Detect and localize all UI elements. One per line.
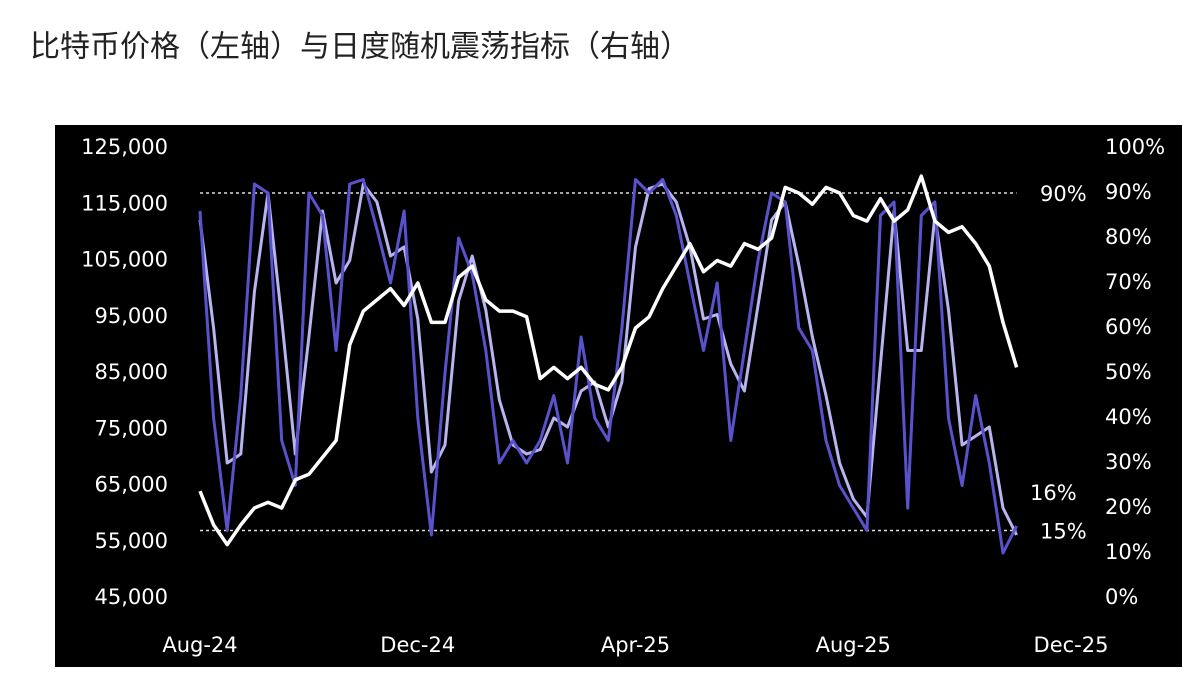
y-tick-label: 65,000 (95, 473, 168, 497)
y2-tick-label: 10% (1105, 540, 1152, 564)
x-tick-label: Aug-25 (816, 633, 891, 657)
x-tick-label: Aug-24 (162, 633, 237, 657)
series-line (198, 178, 1018, 555)
y-tick-label: 85,000 (95, 360, 168, 384)
y2-tick-label: 0% (1105, 585, 1138, 609)
y2-tick-label: 20% (1105, 495, 1152, 519)
y-tick-label: 55,000 (95, 529, 168, 553)
chart-title: 比特币价格（左轴）与日度随机震荡指标（右轴） (30, 30, 690, 65)
y2-tick-label: 70% (1105, 270, 1152, 294)
x-tick-label: Dec-25 (1034, 633, 1109, 657)
y-tick-label: 95,000 (95, 304, 168, 328)
y-tick-label: 125,000 (81, 135, 168, 159)
series-line (198, 182, 1018, 536)
x-tick-label: Apr-25 (601, 633, 670, 657)
reference-label: 90% (1040, 182, 1087, 206)
y2-tick-label: 80% (1105, 225, 1152, 249)
y-tick-label: 115,000 (81, 191, 168, 215)
y2-tick-label: 30% (1105, 450, 1152, 474)
y2-tick-label: 40% (1105, 405, 1152, 429)
annotation: 16% (1030, 481, 1077, 505)
y2-tick-label: 90% (1105, 180, 1152, 204)
y2-tick-label: 50% (1105, 360, 1152, 384)
y2-tick-label: 60% (1105, 315, 1152, 339)
y2-tick-label: 100% (1105, 135, 1165, 159)
y-tick-label: 105,000 (81, 248, 168, 272)
y-tick-label: 45,000 (95, 585, 168, 609)
reference-label: 15% (1040, 520, 1087, 544)
y-tick-label: 75,000 (95, 416, 168, 440)
series-line (198, 174, 1019, 547)
x-tick-label: Dec-24 (380, 633, 455, 657)
